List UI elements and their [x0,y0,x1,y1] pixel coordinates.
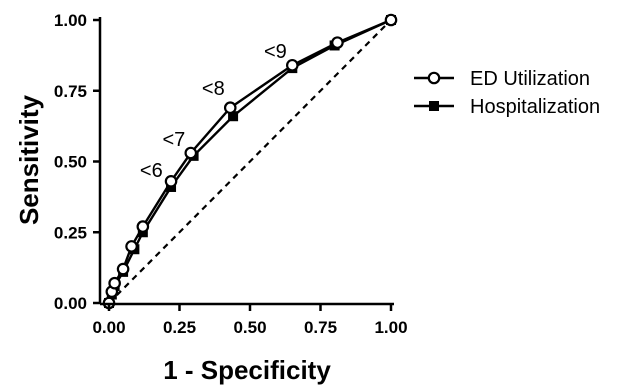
data-point-ed-utilization [116,262,130,276]
legend-marker [429,101,439,111]
series-layer [102,13,398,310]
x-tick-label: 0.75 [304,318,337,337]
x-tick-label: 0.00 [92,318,125,337]
data-point-ed-utilization [184,146,198,160]
x-axis-title: 1 - Specificity [163,355,331,385]
x-tick-label: 1.00 [374,318,407,337]
data-point-ed-utilization [164,175,178,188]
tick-layer: 0.00 0.25 0.50 0.75 1.00 0.00 0.25 0.50 0.75 1.00 [54,11,408,337]
legend-label: Hospitalization [470,96,600,118]
data-point-hospitalization [228,111,239,122]
y-tick-label: 0.00 [54,294,87,313]
x-tick-label: 0.25 [163,318,196,337]
y-tick-label: 0.25 [54,223,87,242]
data-point-ed-utilization [384,13,398,27]
y-tick-label: 0.50 [54,153,87,172]
y-axis-title: Sensitivity [14,94,44,225]
y-tick-label: 1.00 [54,11,87,30]
data-point-ed-utilization [136,220,150,233]
legend: ED Utilization Hospitalization [414,68,600,118]
data-point-ed-utilization [331,36,344,49]
annotation-layer: <6 <7 <8 <9 [140,41,287,182]
data-point-ed-utilization [285,58,299,72]
reference-diagonal-line [108,19,392,304]
annotation-label: <8 [202,78,225,100]
legend-item-ed-utilization: ED Utilization [414,68,590,90]
legend-marker [427,71,441,85]
legend-item-hospitalization: Hospitalization [414,96,600,118]
data-point-ed-utilization [223,101,237,115]
x-tick-label: 0.50 [233,318,266,337]
data-point-ed-utilization [108,276,121,290]
annotation-label: <7 [162,129,185,151]
y-tick-label: 0.75 [54,82,87,101]
annotation-label: <6 [140,160,163,182]
data-point-ed-utilization [125,240,138,253]
reference-line-layer [108,19,392,304]
legend-label: ED Utilization [470,68,590,90]
annotation-label: <9 [264,41,287,63]
series-ed-utilization [102,13,398,310]
